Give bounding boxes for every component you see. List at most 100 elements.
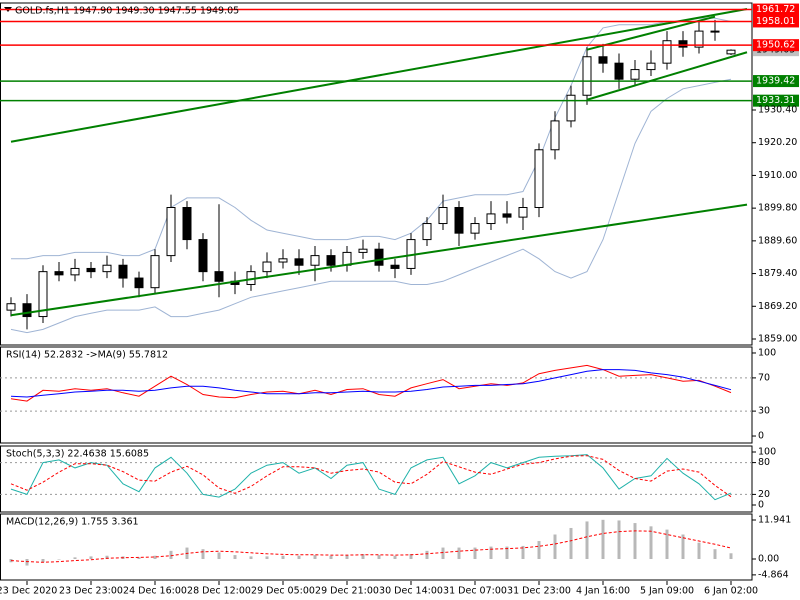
- x-tick-label: 24 Dec 16:00: [123, 586, 187, 597]
- x-tick-label: 29 Dec 05:00: [251, 586, 315, 597]
- y-tick-label: 1910.00: [758, 170, 797, 181]
- y-tick-label: 0: [758, 500, 764, 511]
- candle-body: [470, 223, 480, 234]
- histogram-bar: [137, 557, 141, 560]
- histogram-bar: [681, 534, 685, 560]
- y-tick-label: 0: [758, 431, 764, 442]
- candle-body: [630, 69, 640, 80]
- level-label: 1950.62: [756, 40, 795, 51]
- candle-body: [198, 239, 208, 273]
- histogram-bar: [489, 546, 493, 560]
- candle-body: [710, 30, 720, 33]
- panel-frame: [0, 513, 753, 581]
- candle-body: [518, 207, 528, 218]
- candle-body: [22, 303, 32, 318]
- candle-body: [6, 303, 16, 311]
- histogram-bar: [505, 546, 509, 560]
- signal-line: [10, 530, 732, 563]
- histogram-bar: [249, 556, 253, 560]
- candle-body: [550, 120, 560, 151]
- candle-body: [534, 149, 544, 209]
- histogram-bar: [41, 559, 45, 563]
- histogram-bar: [441, 547, 445, 560]
- panel-frame: [0, 2, 753, 346]
- y-tick-label: 1920.20: [758, 137, 797, 148]
- candle-body: [150, 255, 160, 289]
- x-tick-label: 30 Dec 14:00: [379, 586, 443, 597]
- panel-title: RSI(14) 52.2832 ->MA(9) 55.7812: [6, 350, 168, 361]
- level-box: [753, 39, 799, 52]
- candle-body: [678, 40, 688, 48]
- x-tick-label: 31 Dec 23:00: [507, 586, 571, 597]
- histogram-bar: [601, 519, 605, 560]
- histogram-bar: [585, 521, 589, 560]
- x-tick-label: 28 Dec 12:00: [187, 586, 251, 597]
- x-tick-label: 29 Dec 21:00: [315, 586, 379, 597]
- indicator-line: [10, 454, 732, 501]
- histogram-bar: [729, 553, 733, 560]
- candle-body: [694, 30, 704, 48]
- y-tick-label: -4.864: [758, 569, 789, 580]
- candle-body: [86, 267, 96, 273]
- candle-body: [502, 213, 512, 218]
- candle-body: [486, 213, 496, 225]
- panel-title: Stoch(5,3,3) 22.4638 15.6085: [6, 449, 149, 460]
- candle-body: [278, 258, 288, 263]
- y-tick-label: 20: [758, 489, 770, 500]
- histogram-bar: [697, 542, 701, 560]
- candle-body: [566, 94, 576, 122]
- candle-body: [70, 267, 80, 276]
- histogram-bar: [377, 555, 381, 560]
- x-tick-label: 23 Dec 23:00: [59, 586, 123, 597]
- candle-body: [182, 207, 192, 241]
- histogram-bar: [649, 526, 653, 560]
- x-tick-label: 4 Jan 16:00: [576, 586, 630, 597]
- histogram-bar: [329, 555, 333, 560]
- histogram-bar: [633, 523, 637, 560]
- candle-body: [358, 248, 368, 253]
- histogram-bar: [617, 520, 621, 560]
- histogram-bar: [569, 527, 573, 560]
- x-tick-label: 23 Dec 2020: [0, 586, 57, 597]
- histogram-bar: [425, 550, 429, 560]
- y-tick-label: 1879.40: [758, 268, 797, 279]
- trendline: [586, 51, 748, 101]
- x-tick-label: 5 Jan 09:00: [640, 586, 694, 597]
- histogram-bar: [409, 554, 413, 560]
- y-tick-label: 100: [758, 347, 776, 358]
- level-box: [753, 94, 799, 107]
- indicator-line: [10, 369, 732, 398]
- y-tick-label: 100: [758, 446, 776, 457]
- histogram-bar: [25, 559, 29, 566]
- candle-body: [598, 56, 608, 64]
- candle-body: [262, 261, 272, 273]
- histogram-bar: [217, 552, 221, 560]
- candle-body: [310, 255, 320, 266]
- y-tick-label: 1889.60: [758, 235, 797, 246]
- histogram-bar: [537, 541, 541, 560]
- candle-body: [294, 258, 304, 266]
- y-tick-label: 11.941: [758, 515, 791, 526]
- candle-body: [166, 207, 176, 257]
- panel-title: GOLD.fs,H1 1947.90 1949.30 1947.55 1949.…: [15, 6, 239, 17]
- trendline: [10, 7, 748, 143]
- candle-body: [326, 255, 336, 266]
- candle-body: [214, 271, 224, 282]
- candle-body: [134, 277, 144, 289]
- candle-body: [438, 207, 448, 225]
- level-label: 1939.42: [756, 76, 795, 87]
- candle-body: [374, 248, 384, 266]
- level-label: 1958.01: [756, 16, 795, 27]
- y-tick-label: 0.00: [758, 554, 779, 565]
- candle-body: [422, 223, 432, 241]
- histogram-bar: [361, 554, 365, 560]
- histogram-bar: [281, 555, 285, 560]
- y-tick-label: 70: [758, 372, 770, 383]
- histogram-bar: [521, 545, 525, 560]
- y-tick-label: 1859.00: [758, 334, 797, 345]
- histogram-bar: [89, 556, 93, 560]
- x-tick-label: 31 Dec 07:00: [443, 586, 507, 597]
- candle-body: [342, 251, 352, 266]
- histogram-bar: [665, 529, 669, 560]
